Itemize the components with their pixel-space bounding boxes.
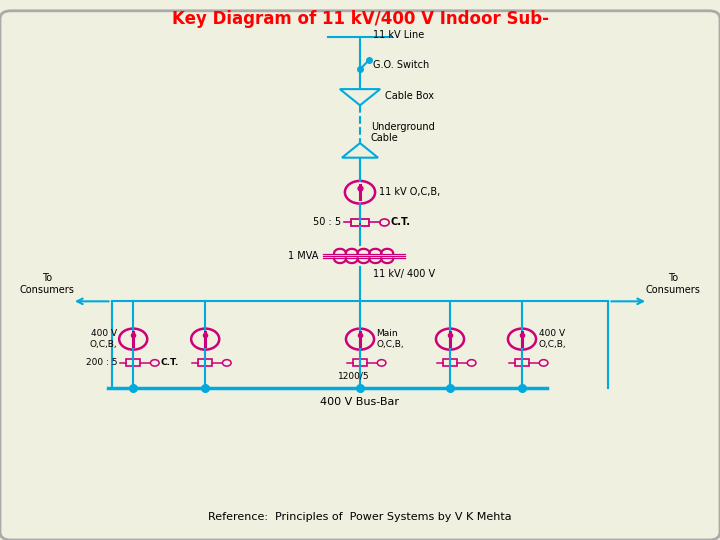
Bar bbox=[198, 360, 205, 366]
Text: Main
O,C,B,: Main O,C,B, bbox=[377, 329, 404, 349]
Text: 400 V
O,C,B,: 400 V O,C,B, bbox=[89, 329, 117, 349]
Text: 1200/5: 1200/5 bbox=[338, 372, 370, 381]
Text: 11 kV Line: 11 kV Line bbox=[373, 30, 424, 40]
Bar bbox=[515, 360, 522, 366]
Text: Underground
Cable: Underground Cable bbox=[371, 122, 435, 143]
Bar bbox=[522, 360, 529, 366]
Text: 400 V
O,C,B,: 400 V O,C,B, bbox=[539, 329, 566, 349]
Bar bbox=[353, 360, 360, 366]
Bar bbox=[443, 360, 450, 366]
Bar bbox=[450, 360, 457, 366]
Text: 200 : 5: 200 : 5 bbox=[86, 359, 117, 367]
Text: C.T.: C.T. bbox=[161, 359, 179, 367]
Text: 11 kV/ 400 V: 11 kV/ 400 V bbox=[373, 269, 435, 280]
Bar bbox=[360, 360, 367, 366]
Bar bbox=[360, 219, 369, 226]
Text: To
Consumers: To Consumers bbox=[646, 273, 701, 295]
Text: G.O. Switch: G.O. Switch bbox=[373, 60, 429, 70]
Bar bbox=[351, 219, 360, 226]
Text: 1 MVA: 1 MVA bbox=[288, 251, 318, 261]
Text: Cable Box: Cable Box bbox=[385, 91, 434, 101]
Text: Reference:  Principles of  Power Systems by V K Mehta: Reference: Principles of Power Systems b… bbox=[208, 512, 512, 522]
Text: 50 : 5: 50 : 5 bbox=[313, 218, 341, 227]
Bar bbox=[205, 360, 212, 366]
Text: 11 kV O,C,B,: 11 kV O,C,B, bbox=[379, 187, 440, 197]
Bar bbox=[126, 360, 133, 366]
Text: To
Consumers: To Consumers bbox=[19, 273, 74, 295]
Text: C.T.: C.T. bbox=[390, 218, 410, 227]
FancyBboxPatch shape bbox=[0, 11, 720, 540]
Bar bbox=[133, 360, 140, 366]
Text: 400 V Bus-Bar: 400 V Bus-Bar bbox=[320, 397, 400, 408]
Text: Key Diagram of 11 kV/400 V Indoor Sub-: Key Diagram of 11 kV/400 V Indoor Sub- bbox=[171, 10, 549, 28]
